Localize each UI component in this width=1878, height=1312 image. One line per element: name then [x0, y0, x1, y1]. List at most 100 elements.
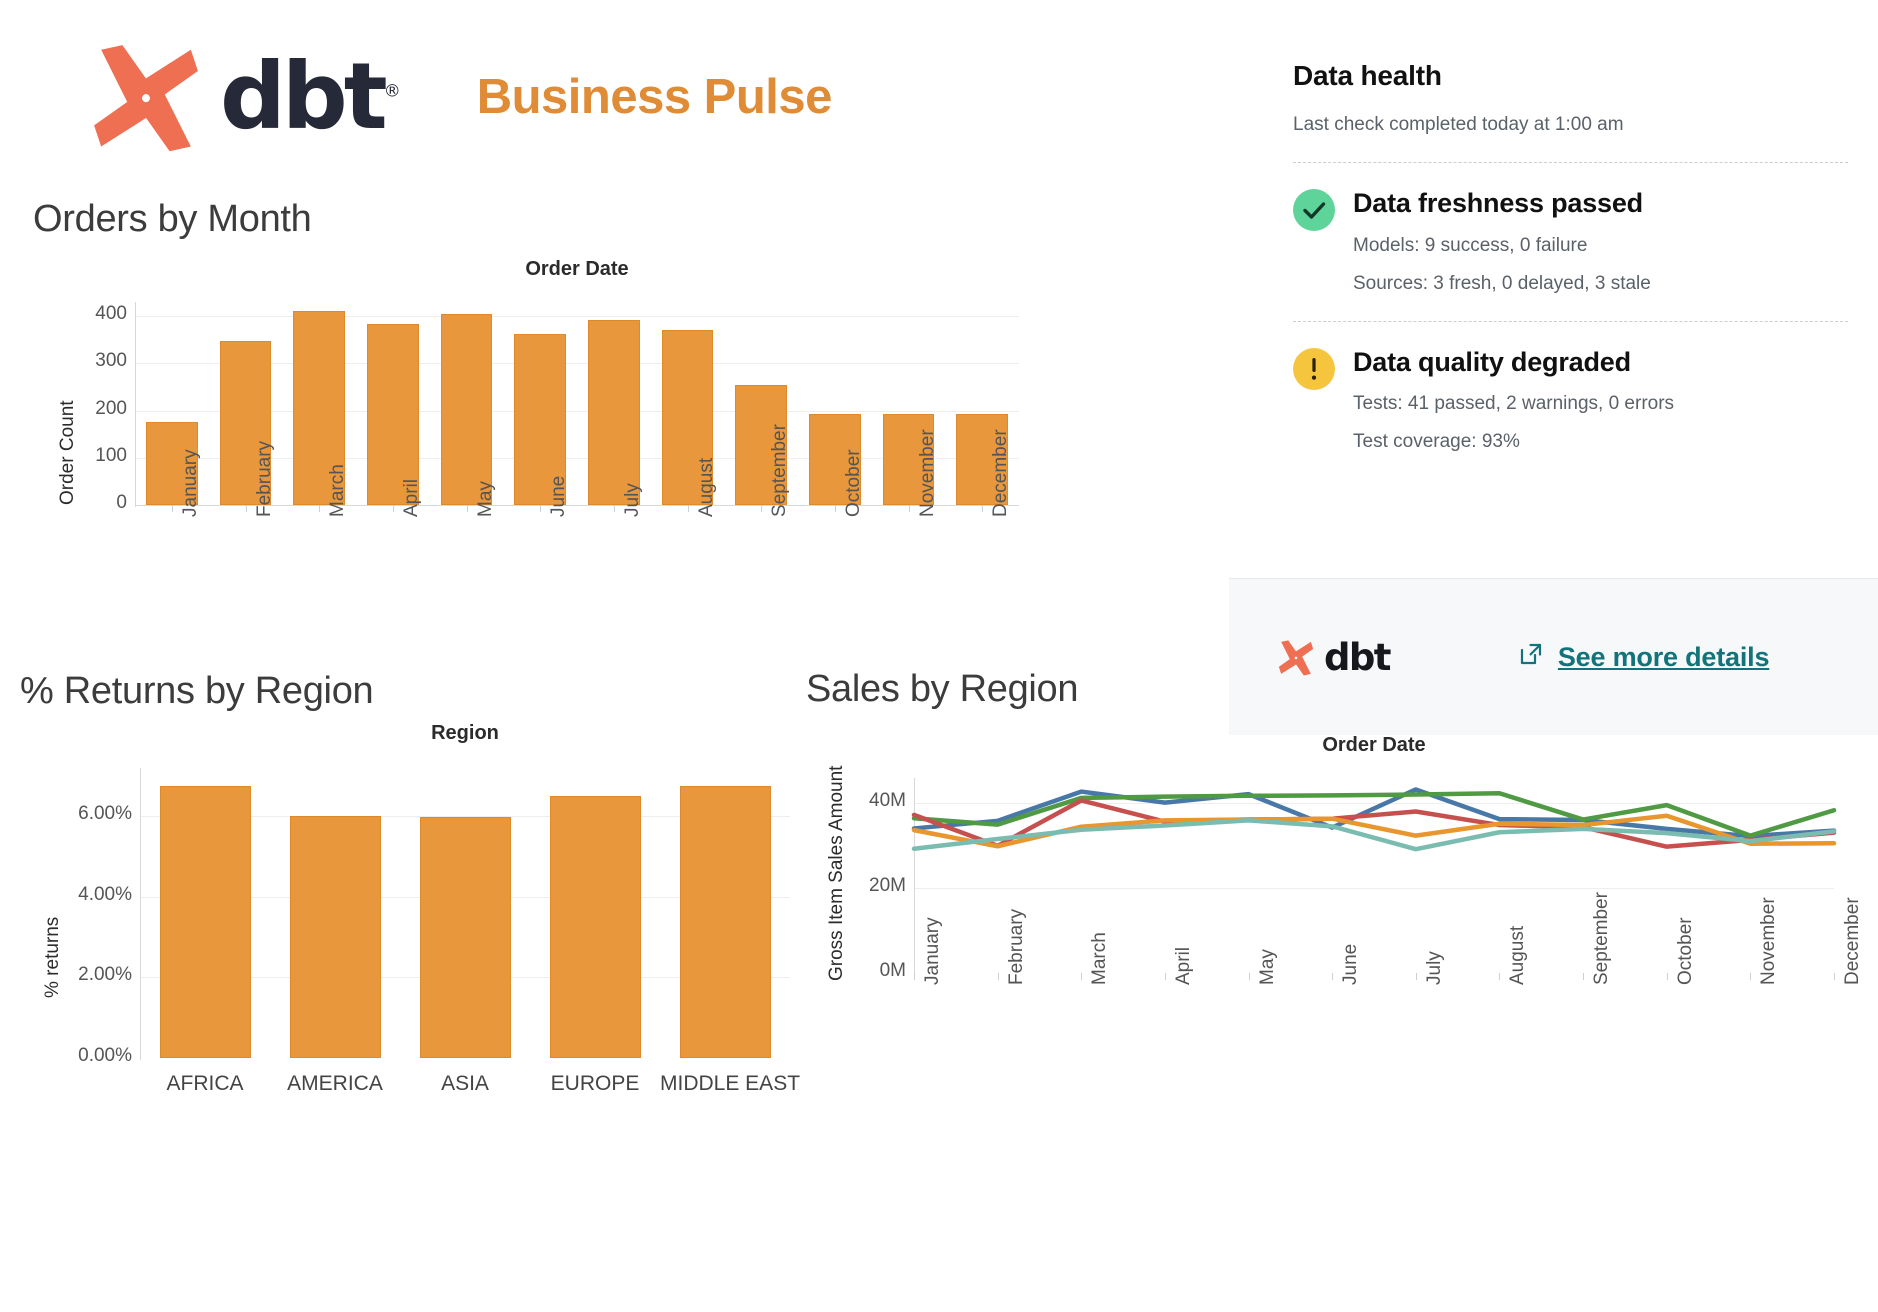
- x-tick-label: March: [327, 464, 349, 517]
- x-tick-label: December: [990, 429, 1012, 517]
- x-tickmark: [392, 505, 394, 512]
- dbt-wordmark-small: dbt: [1324, 635, 1391, 679]
- x-tickmark: [540, 505, 542, 512]
- check-circle-icon: [1293, 189, 1335, 231]
- data-health-heading: Data health: [1293, 60, 1442, 91]
- bar-july: [588, 320, 640, 505]
- x-tickmark: [982, 505, 984, 512]
- sales-section-title: Sales by Region: [806, 668, 1079, 710]
- x-tickmark: [1750, 973, 1752, 980]
- bar-january: [146, 421, 198, 505]
- returns-section-title: % Returns by Region: [20, 670, 374, 712]
- x-tick-label: September: [769, 424, 791, 517]
- orders-section-title: Orders by Month: [33, 198, 312, 240]
- x-tick-label: April: [400, 478, 422, 517]
- x-tickmark: [1248, 973, 1250, 980]
- bar-europe: [549, 796, 641, 1058]
- x-tickmark: [1164, 973, 1166, 980]
- x-tickmark: [1081, 973, 1083, 980]
- dbt-brand-small: dbt: [1276, 635, 1391, 679]
- x-tick-label: ASIA: [441, 1072, 489, 1095]
- x-tick-label: October: [842, 449, 864, 517]
- y-tick-label: 200: [95, 397, 127, 419]
- x-tick-label: August: [1507, 925, 1529, 985]
- x-tick-label: September: [1591, 892, 1613, 985]
- x-tick-label: June: [1340, 943, 1362, 985]
- x-tick-label: February: [253, 440, 275, 517]
- x-tickmark: [1834, 973, 1835, 980]
- y-tick-label: 0M: [879, 960, 906, 981]
- y-axis-line: [140, 768, 141, 1060]
- x-tickmark: [319, 505, 321, 512]
- bar-april: [367, 324, 419, 505]
- x-tick-label: January: [922, 917, 943, 985]
- health-item-line: Models: 9 success, 0 failure: [1353, 234, 1588, 256]
- line-series-green: [911, 791, 1837, 838]
- x-tick-label: July: [1423, 951, 1445, 985]
- dbt-wordmark: dbt®: [220, 43, 401, 150]
- y-tick-label: 20M: [869, 875, 906, 897]
- x-tickmark: [1499, 973, 1501, 980]
- gridline: [914, 803, 1834, 805]
- dbt-brand: dbt®: [86, 38, 401, 156]
- gridline: [914, 888, 1834, 890]
- y-tick-label: 300: [95, 350, 127, 372]
- bar-february: [219, 340, 272, 505]
- bar-october: [809, 414, 861, 505]
- x-tickmark: [834, 505, 836, 512]
- x-axis-line: [135, 505, 1019, 506]
- x-tickmark: [687, 505, 689, 512]
- y-tick-label: 4.00%: [78, 883, 132, 905]
- gridline: [135, 363, 1019, 365]
- y-axis-line: [135, 302, 136, 507]
- bar-asia: [419, 817, 511, 1058]
- sales-by-region-chart: Order Date Gross Item Sales Amount 0M 20M 40…: [806, 726, 1866, 1101]
- x-tickmark: [171, 505, 173, 512]
- health-item-freshness[interactable]: Data freshness passed Models: 9 success,…: [1293, 188, 1848, 295]
- health-item-quality[interactable]: Data quality degraded Tests: 41 passed, …: [1293, 346, 1848, 454]
- chart-title: Region: [431, 722, 499, 744]
- see-more-details-panel: dbt See more details: [1229, 578, 1878, 735]
- gridline: [135, 410, 1019, 412]
- x-tick-label: EUROPE: [550, 1072, 640, 1095]
- x-tick-label: March: [1089, 932, 1111, 985]
- gridline: [135, 316, 1019, 318]
- y-tick-label: 40M: [869, 790, 906, 812]
- data-health-panel: Data health Last check completed today a…: [1293, 60, 1848, 453]
- x-tick-label: July: [621, 483, 643, 517]
- returns-by-region-chart: Region% returns 0.00% 2.00% 4.00% 6.00% AFRIC…: [20, 722, 810, 1095]
- health-item-title: Data quality degraded: [1353, 346, 1631, 377]
- bar-september: [735, 385, 787, 505]
- x-tick-label: February: [1005, 908, 1027, 985]
- bar-america: [289, 815, 381, 1058]
- page-title: Business Pulse: [476, 70, 833, 124]
- x-tickmark: [1583, 973, 1585, 980]
- external-link-icon: [1518, 641, 1544, 674]
- bar-middle-east: [679, 785, 771, 1058]
- gridline: [140, 816, 790, 818]
- x-tick-label: AMERICA: [287, 1072, 383, 1095]
- divider: [1293, 320, 1848, 322]
- line-series-teal: [911, 818, 1837, 852]
- dbt-x-logo-icon: [86, 38, 206, 156]
- x-tickmark: [908, 505, 910, 512]
- bar-africa: [159, 786, 251, 1058]
- data-health-subtitle: Last check completed today at 1:00 am: [1293, 114, 1624, 135]
- y-tick-label: 0: [116, 492, 127, 513]
- bar-december: [956, 414, 1008, 505]
- y-axis-line: [914, 778, 915, 975]
- x-tick-label: January: [179, 449, 201, 517]
- see-more-details-link[interactable]: See more details: [1518, 641, 1769, 674]
- dashboard-header: dbt® Business Pulse: [86, 38, 832, 156]
- line-series-red: [911, 798, 1837, 849]
- bar-march: [293, 311, 345, 505]
- x-tickmark: [1332, 973, 1334, 980]
- see-more-details-label: See more details: [1557, 641, 1770, 672]
- x-tick-label: May: [1256, 949, 1278, 985]
- x-tick-label: December: [1842, 897, 1863, 985]
- health-item-line: Tests: 41 passed, 2 warnings, 0 errors: [1353, 393, 1675, 415]
- x-tickmark: [1666, 973, 1668, 980]
- x-tickmark: [997, 973, 999, 980]
- divider: [1293, 162, 1848, 163]
